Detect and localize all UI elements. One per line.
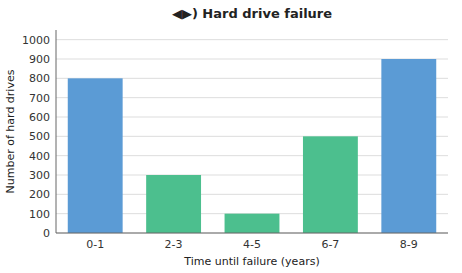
y-axis-label: Number of hard drives <box>4 69 17 193</box>
grid <box>56 40 448 233</box>
x-tick-label: 2-3 <box>165 238 183 251</box>
x-axis-label: Time until failure (years) <box>183 255 319 268</box>
bar <box>225 214 280 233</box>
grid-line <box>56 233 448 234</box>
x-axis-line <box>56 233 448 234</box>
bar <box>303 136 358 233</box>
bars <box>68 59 436 233</box>
y-tick-label: 0 <box>43 227 50 240</box>
bar <box>146 175 201 233</box>
y-tick-label: 600 <box>29 111 50 124</box>
x-tick-label: 0-1 <box>86 238 104 251</box>
y-tick-label: 800 <box>29 72 50 85</box>
grid-line <box>56 39 448 40</box>
title: ◀▶) Hard drive failure <box>172 6 332 21</box>
y-tick-label: 700 <box>29 92 50 105</box>
y-tick-label: 200 <box>29 188 50 201</box>
y-tick-label: 100 <box>29 208 50 221</box>
y-tick-label: 300 <box>29 169 50 182</box>
y-tick-label: 900 <box>29 53 50 66</box>
y-tick-label: 500 <box>29 130 50 143</box>
chart: 0 100 200 300 400 500 600 700 800 900 1000 0-1 2-3 4-… <box>0 0 462 273</box>
x-tick-label: 8-9 <box>400 238 418 251</box>
x-tick-label: 4-5 <box>243 238 261 251</box>
y-axis-line <box>56 30 57 233</box>
y-tick-label: 1000 <box>22 34 50 47</box>
bar <box>68 78 123 233</box>
bar <box>381 59 436 233</box>
y-tick-label: 400 <box>29 150 50 163</box>
x-tick-label: 6-7 <box>321 238 339 251</box>
